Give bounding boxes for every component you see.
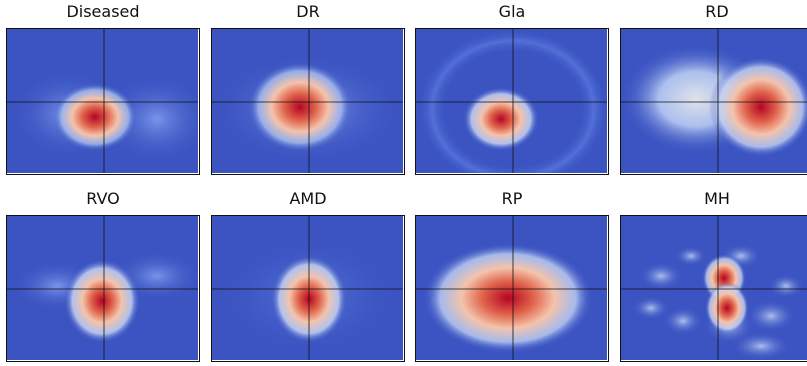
panel-title: RD [705, 2, 729, 21]
heatmap-dr [211, 28, 405, 175]
heatmap-rp [415, 215, 609, 362]
panel-title: DR [296, 2, 320, 21]
heatmap-mh [620, 215, 807, 362]
panel-title: RVO [86, 189, 120, 208]
panel-title: AMD [289, 189, 327, 208]
panel-title: Gla [498, 2, 526, 21]
heatmap-amd [211, 215, 405, 362]
panel-title: MH [704, 189, 730, 208]
heatmap-rvo [6, 215, 200, 362]
panel-title: RP [501, 189, 523, 208]
heatmap-diseased [6, 28, 200, 175]
heatmap-rd [620, 28, 807, 175]
panel-title: Diseased [66, 2, 140, 21]
heatmap-gla [415, 28, 609, 175]
